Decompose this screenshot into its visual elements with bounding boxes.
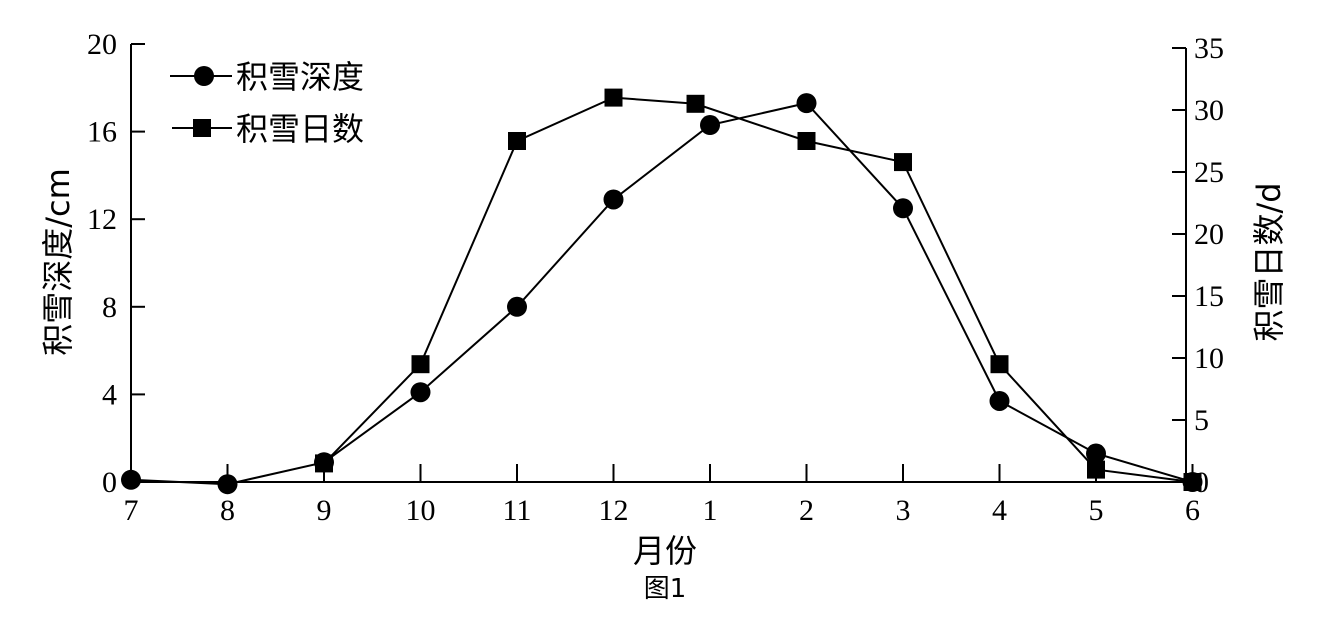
x-tick-label: 1 <box>703 494 718 527</box>
x-tick-label: 10 <box>406 494 436 527</box>
days-point <box>990 355 1009 374</box>
x-tick-label: 9 <box>317 494 332 527</box>
x-tick-label: 4 <box>992 494 1007 527</box>
days-point <box>604 88 623 107</box>
ticks: 04812162005101520253035789101112123456 <box>87 28 1224 527</box>
depth-point <box>121 469 141 490</box>
depth-point <box>893 198 913 219</box>
x-tick-label: 8 <box>220 494 235 527</box>
y-axis-right-title: 积雪日数/d <box>1250 182 1288 341</box>
days-point <box>315 454 333 473</box>
depth-point <box>700 115 720 136</box>
depth-point <box>410 382 431 403</box>
x-tick-label: 11 <box>503 494 532 527</box>
legend-label: 积雪深度 <box>236 58 364 96</box>
days-point <box>411 355 430 374</box>
days-point <box>894 153 912 172</box>
y-left-tick-label: 20 <box>87 28 117 61</box>
depth-point <box>217 474 238 495</box>
days-point <box>686 94 705 113</box>
y-right-tick-label: 5 <box>1194 404 1209 437</box>
x-tick-label: 7 <box>124 494 139 527</box>
depth-point <box>507 296 527 317</box>
x-tick-label: 3 <box>896 494 911 527</box>
x-tick-label: 5 <box>1089 494 1104 527</box>
legend-circle-marker <box>194 66 214 86</box>
y-right-tick-label: 10 <box>1194 342 1224 375</box>
days-point <box>797 132 816 150</box>
x-tick-label: 12 <box>599 494 629 527</box>
y-left-tick-label: 12 <box>87 203 117 236</box>
y-left-tick-label: 8 <box>102 291 117 324</box>
days-point <box>508 132 526 150</box>
y-right-tick-label: 20 <box>1194 218 1224 251</box>
legend-square-marker <box>193 119 211 137</box>
y-right-tick-label: 15 <box>1194 280 1224 313</box>
days-point <box>1183 473 1202 491</box>
x-tick-label: 6 <box>1185 494 1200 527</box>
x-tick-label: 2 <box>799 494 814 527</box>
y-axis-left-title: 积雪深度/cm <box>39 168 77 356</box>
series-line-0 <box>130 101 1193 486</box>
y-right-tick-label: 30 <box>1194 94 1224 127</box>
y-right-tick-label: 35 <box>1194 32 1224 65</box>
y-left-tick-label: 16 <box>87 116 117 149</box>
depth-point <box>796 93 817 114</box>
y-right-tick-label: 25 <box>1194 156 1224 189</box>
series-layer <box>121 88 1203 495</box>
depth-point <box>989 390 1010 411</box>
figure-caption: 图1 <box>644 574 687 604</box>
series-line-1 <box>323 96 1193 483</box>
x-axis-title: 月份 <box>633 532 697 570</box>
y-left-tick-label: 0 <box>102 466 117 499</box>
legend-label: 积雪日数 <box>236 110 364 148</box>
axes <box>130 44 1187 483</box>
days-point <box>1087 460 1105 479</box>
y-left-tick-label: 4 <box>102 378 117 411</box>
depth-point <box>1086 443 1106 464</box>
depth-point <box>603 189 624 210</box>
